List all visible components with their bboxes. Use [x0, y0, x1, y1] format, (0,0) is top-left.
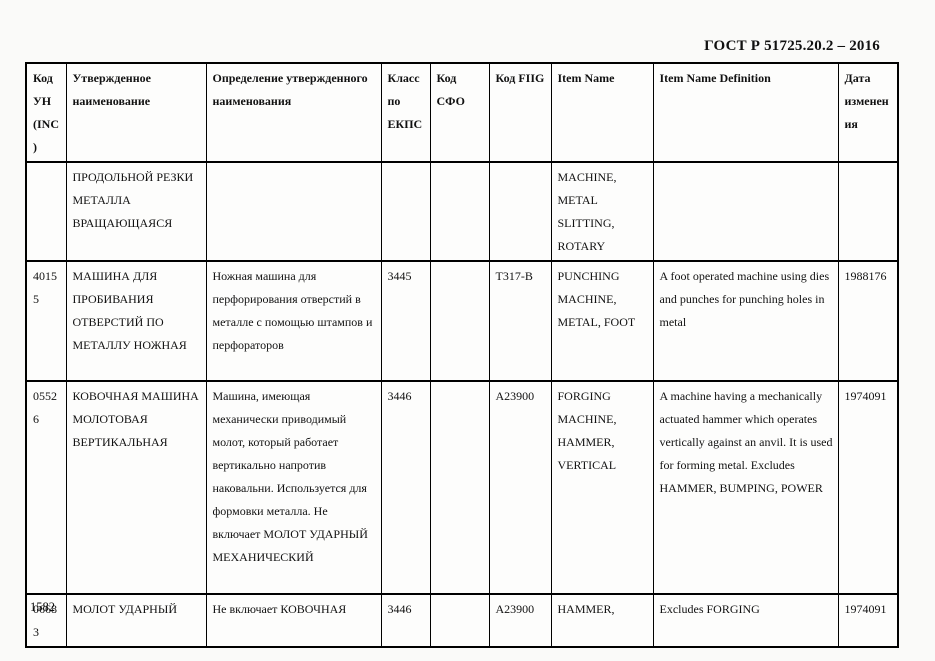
table-cell: МАШИНА ДЛЯ ПРОБИВАНИЯ ОТВЕРСТИЙ ПО МЕТАЛ… — [65, 260, 207, 382]
col-header-fiig-code: Код FIIG — [488, 62, 552, 163]
table-cell: 1974091 — [837, 593, 899, 648]
col-header-item-name: Item Name — [550, 62, 654, 163]
col-header-approved-name: Утвержденное наименование — [65, 62, 207, 163]
table-cell: 3446 — [380, 380, 431, 595]
table-cell: МОЛОТ УДАРНЫЙ — [65, 593, 207, 648]
col-header-change-date: Дата изменения — [837, 62, 899, 163]
table-cell: MACHINE, METAL SLITTING, ROTARY — [550, 161, 654, 262]
table-cell: FORGING MACHINE, HAMMER, VERTICAL — [550, 380, 654, 595]
table-cell: Машина, имеющая механически приводимый м… — [205, 380, 382, 595]
standard-number-header: ГОСТ Р 51725.20.2 – 2016 — [704, 38, 880, 54]
col-header-sfo-code: Код СФО — [429, 62, 490, 163]
table-cell: 1974091 — [837, 380, 899, 595]
table-cell: HAMMER, — [550, 593, 654, 648]
table-cell: 3446 — [380, 593, 431, 648]
table-cell — [429, 161, 490, 262]
table-cell: 40155 — [25, 260, 67, 382]
table-cell: A23900 — [488, 380, 552, 595]
table-row: ПРОДОЛЬНОЙ РЕЗКИ МЕТАЛЛА ВРАЩАЮЩАЯСЯ MAC… — [25, 161, 899, 262]
table-cell — [837, 161, 899, 262]
col-header-inc-code: Код УН (INC) — [25, 62, 67, 163]
table-cell: A foot operated machine using dies and p… — [652, 260, 839, 382]
table-cell: Не включает КОВОЧНАЯ — [205, 593, 382, 648]
page-number: 1582 — [30, 600, 55, 614]
table-row: 05526 КОВОЧНАЯ МАШИНА МОЛОТОВАЯ ВЕРТИКАЛ… — [25, 380, 899, 595]
table-cell: PUNCHING MACHINE, METAL, FOOT — [550, 260, 654, 382]
table-cell — [25, 161, 67, 262]
table-row: 06683 МОЛОТ УДАРНЫЙ Не включает КОВОЧНАЯ… — [25, 593, 899, 648]
table-cell: 1988176 — [837, 260, 899, 382]
table-cell: Ножная машина для перфорирования отверст… — [205, 260, 382, 382]
table-cell: 3445 — [380, 260, 431, 382]
table-row: 40155 МАШИНА ДЛЯ ПРОБИВАНИЯ ОТВЕРСТИЙ ПО… — [25, 260, 899, 382]
table-cell — [652, 161, 839, 262]
table-cell: A machine having a mechanically actuated… — [652, 380, 839, 595]
table-cell: 05526 — [25, 380, 67, 595]
col-header-ekps-class: Класс по ЕКПС — [380, 62, 431, 163]
table-cell: ПРОДОЛЬНОЙ РЕЗКИ МЕТАЛЛА ВРАЩАЮЩАЯСЯ — [65, 161, 207, 262]
table-cell: Excludes FORGING — [652, 593, 839, 648]
table-cell — [488, 161, 552, 262]
table-header-row: Код УН (INC) Утвержденное наименование О… — [25, 62, 899, 163]
table-cell — [205, 161, 382, 262]
table-cell — [429, 260, 490, 382]
col-header-approved-name-definition: Определение утвержденного наименования — [205, 62, 382, 163]
table-cell: КОВОЧНАЯ МАШИНА МОЛОТОВАЯ ВЕРТИКАЛЬНАЯ — [65, 380, 207, 595]
table-cell: A23900 — [488, 593, 552, 648]
table-cell: 06683 — [25, 593, 67, 648]
items-table: Код УН (INC) Утвержденное наименование О… — [25, 62, 899, 648]
col-header-item-name-definition: Item Name Definition — [652, 62, 839, 163]
table-cell — [429, 380, 490, 595]
table-cell — [380, 161, 431, 262]
table-cell — [429, 593, 490, 648]
table-cell: T317-B — [488, 260, 552, 382]
